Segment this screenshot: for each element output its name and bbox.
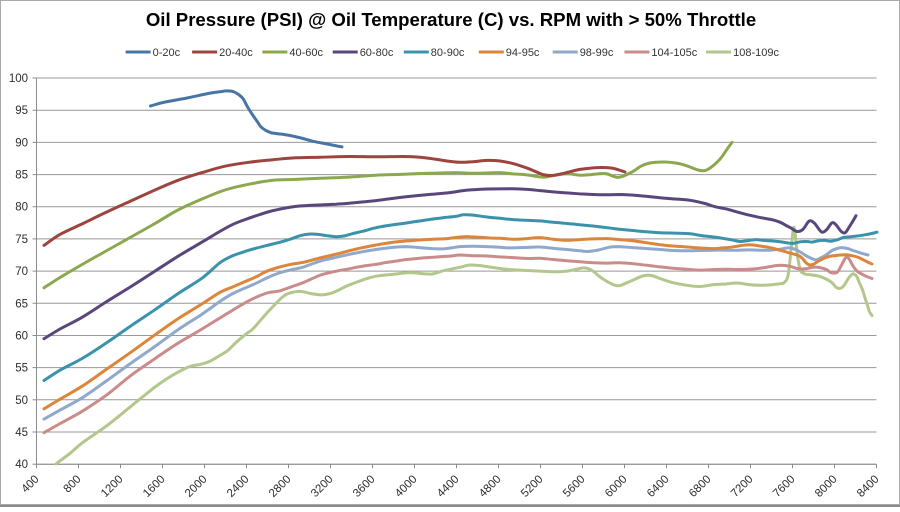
svg-text:90: 90 xyxy=(15,137,28,149)
svg-text:65: 65 xyxy=(15,298,28,310)
svg-text:Oil Pressure (PSI) @ Oil Tempe: Oil Pressure (PSI) @ Oil Temperature (C)… xyxy=(146,9,756,30)
svg-text:0-20c: 0-20c xyxy=(153,47,181,59)
svg-text:85: 85 xyxy=(15,170,28,182)
svg-text:60: 60 xyxy=(15,331,28,343)
svg-text:55: 55 xyxy=(15,363,28,375)
svg-text:70: 70 xyxy=(15,266,28,278)
svg-text:100: 100 xyxy=(9,73,28,85)
svg-text:20-40c: 20-40c xyxy=(219,47,253,59)
svg-text:108-109c: 108-109c xyxy=(733,47,779,59)
svg-text:80-90c: 80-90c xyxy=(431,47,465,59)
svg-text:60-80c: 60-80c xyxy=(360,47,394,59)
svg-text:95: 95 xyxy=(15,105,28,117)
svg-text:50: 50 xyxy=(15,395,28,407)
svg-text:45: 45 xyxy=(15,427,28,439)
svg-text:40: 40 xyxy=(15,459,28,471)
svg-text:75: 75 xyxy=(15,234,28,246)
svg-text:80: 80 xyxy=(15,202,28,214)
svg-text:98-99c: 98-99c xyxy=(580,47,614,59)
svg-text:94-95c: 94-95c xyxy=(506,47,540,59)
svg-text:104-105c: 104-105c xyxy=(651,47,697,59)
svg-text:40-60c: 40-60c xyxy=(289,47,323,59)
